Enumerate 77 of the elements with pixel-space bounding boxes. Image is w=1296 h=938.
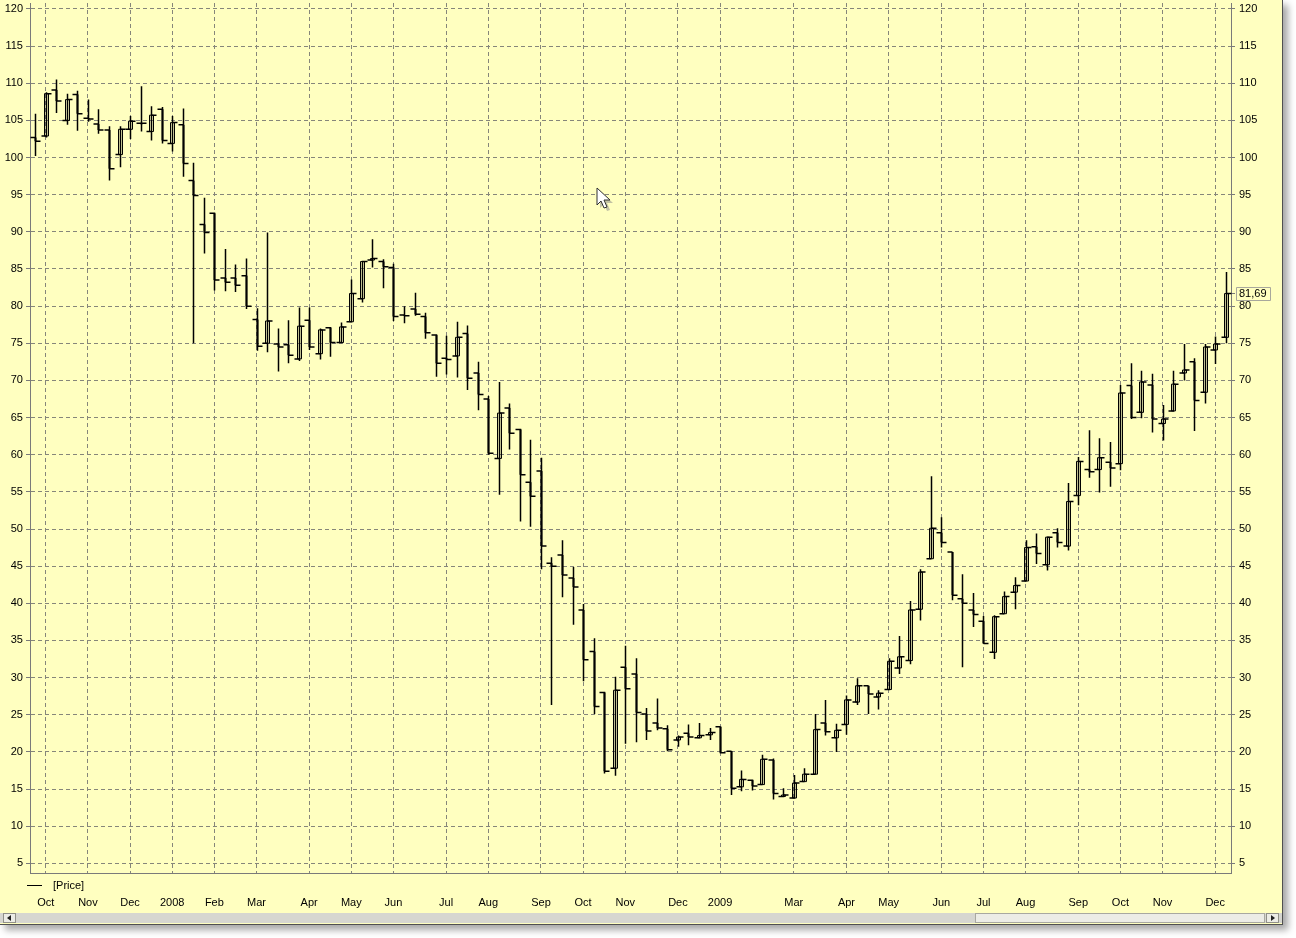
y-tick-label: 85: [10, 262, 23, 275]
y2-tick-label: 85: [1239, 262, 1252, 275]
y2-tick-label: 65: [1239, 410, 1252, 423]
y2-tick-label: 70: [1239, 373, 1252, 386]
x-tick-label: 2008: [159, 895, 185, 908]
y-tick-label: 65: [10, 410, 23, 423]
x-tick-label: Sep: [1068, 895, 1089, 908]
y2-tick-label: 15: [1239, 782, 1252, 795]
x-tick-label: Apr: [837, 895, 856, 908]
y-tick-label: 55: [10, 484, 23, 497]
x-tick-label: 2009: [707, 895, 733, 908]
y2-tick-label: 45: [1239, 559, 1252, 572]
legend-label: [Price]: [53, 879, 85, 892]
y-tick-label: 5: [16, 856, 23, 869]
y-tick-label: 120: [4, 1, 23, 14]
y-tick-label: 40: [10, 596, 23, 609]
x-tick-label: Apr: [300, 895, 319, 908]
x-tick-label: Nov: [615, 895, 636, 908]
y2-tick-label: 95: [1239, 187, 1252, 200]
y2-tick-label: 30: [1239, 670, 1252, 683]
y-tick-label: 115: [5, 39, 23, 52]
x-tick-label: Oct: [574, 895, 592, 908]
y-tick-label: 25: [10, 707, 23, 720]
y2-tick-label: 75: [1239, 336, 1252, 349]
y2-tick-label: 100: [1239, 150, 1258, 163]
x-tick-label: Jun: [932, 895, 951, 908]
y-tick-label: 50: [10, 522, 23, 535]
y-tick-label: 20: [10, 744, 23, 757]
y2-tick-label: 90: [1239, 224, 1252, 237]
x-tick-label: Dec: [668, 895, 689, 908]
x-tick-label: Dec: [120, 895, 141, 908]
y-tick-label: 90: [10, 224, 23, 237]
y-tick-label: 105: [4, 113, 23, 126]
y-tick-label: 75: [10, 336, 23, 349]
y2-tick-label: 80: [1239, 299, 1252, 312]
y2-tick-label: 50: [1239, 522, 1252, 535]
y2-tick-label: 105: [1239, 113, 1258, 126]
x-tick-label: May: [878, 895, 900, 908]
y2-tick-label: 20: [1239, 744, 1252, 757]
candlestick: [44, 91, 49, 139]
x-tick-label: Sep: [531, 895, 551, 908]
y2-tick-label: 40: [1239, 596, 1252, 609]
y-tick-label: 70: [10, 373, 23, 386]
y-tick-label: 45: [10, 559, 23, 572]
y-tick-label: 110: [5, 76, 23, 89]
x-tick-label: Dec: [1205, 895, 1226, 908]
x-tick-label: Jun: [384, 895, 403, 908]
y2-tick-label: 81,69: [1239, 286, 1267, 299]
y2-tick-label: 35: [1239, 633, 1252, 646]
y2-tick-label: 120: [1239, 1, 1258, 14]
x-tick-label: Aug: [478, 895, 499, 908]
x-tick-label: Nov: [78, 895, 99, 908]
y-tick-label: 60: [10, 447, 23, 460]
x-tick-label: Jul: [976, 895, 991, 908]
x-tick-label: Mar: [784, 895, 804, 908]
x-tick-label: Feb: [204, 895, 224, 908]
y2-tick-label: 5: [1239, 856, 1246, 869]
x-tick-label: Nov: [1152, 895, 1173, 908]
x-tick-label: May: [340, 895, 363, 908]
y-tick-label: 80: [10, 299, 23, 312]
y-tick-label: 15: [10, 782, 23, 795]
y-tick-label: 100: [4, 150, 23, 163]
y2-tick-label: 10: [1239, 819, 1252, 832]
x-tick-label: Oct: [37, 895, 55, 908]
y2-tick-label: 110: [1239, 76, 1257, 89]
y-tick-label: 95: [10, 187, 23, 200]
x-tick-label: Oct: [1111, 895, 1129, 908]
x-tick-label: Aug: [1015, 895, 1036, 908]
y-tick-label: 10: [10, 819, 23, 832]
x-tick-label: Jul: [439, 895, 454, 908]
y2-tick-label: 60: [1239, 447, 1252, 460]
y2-tick-label: 25: [1239, 707, 1252, 720]
y-tick-label: 30: [10, 670, 23, 683]
x-tick-label: Mar: [247, 895, 267, 908]
y2-tick-label: 115: [1239, 39, 1257, 52]
y-tick-label: 35: [10, 633, 23, 646]
y2-tick-label: 55: [1239, 484, 1252, 497]
